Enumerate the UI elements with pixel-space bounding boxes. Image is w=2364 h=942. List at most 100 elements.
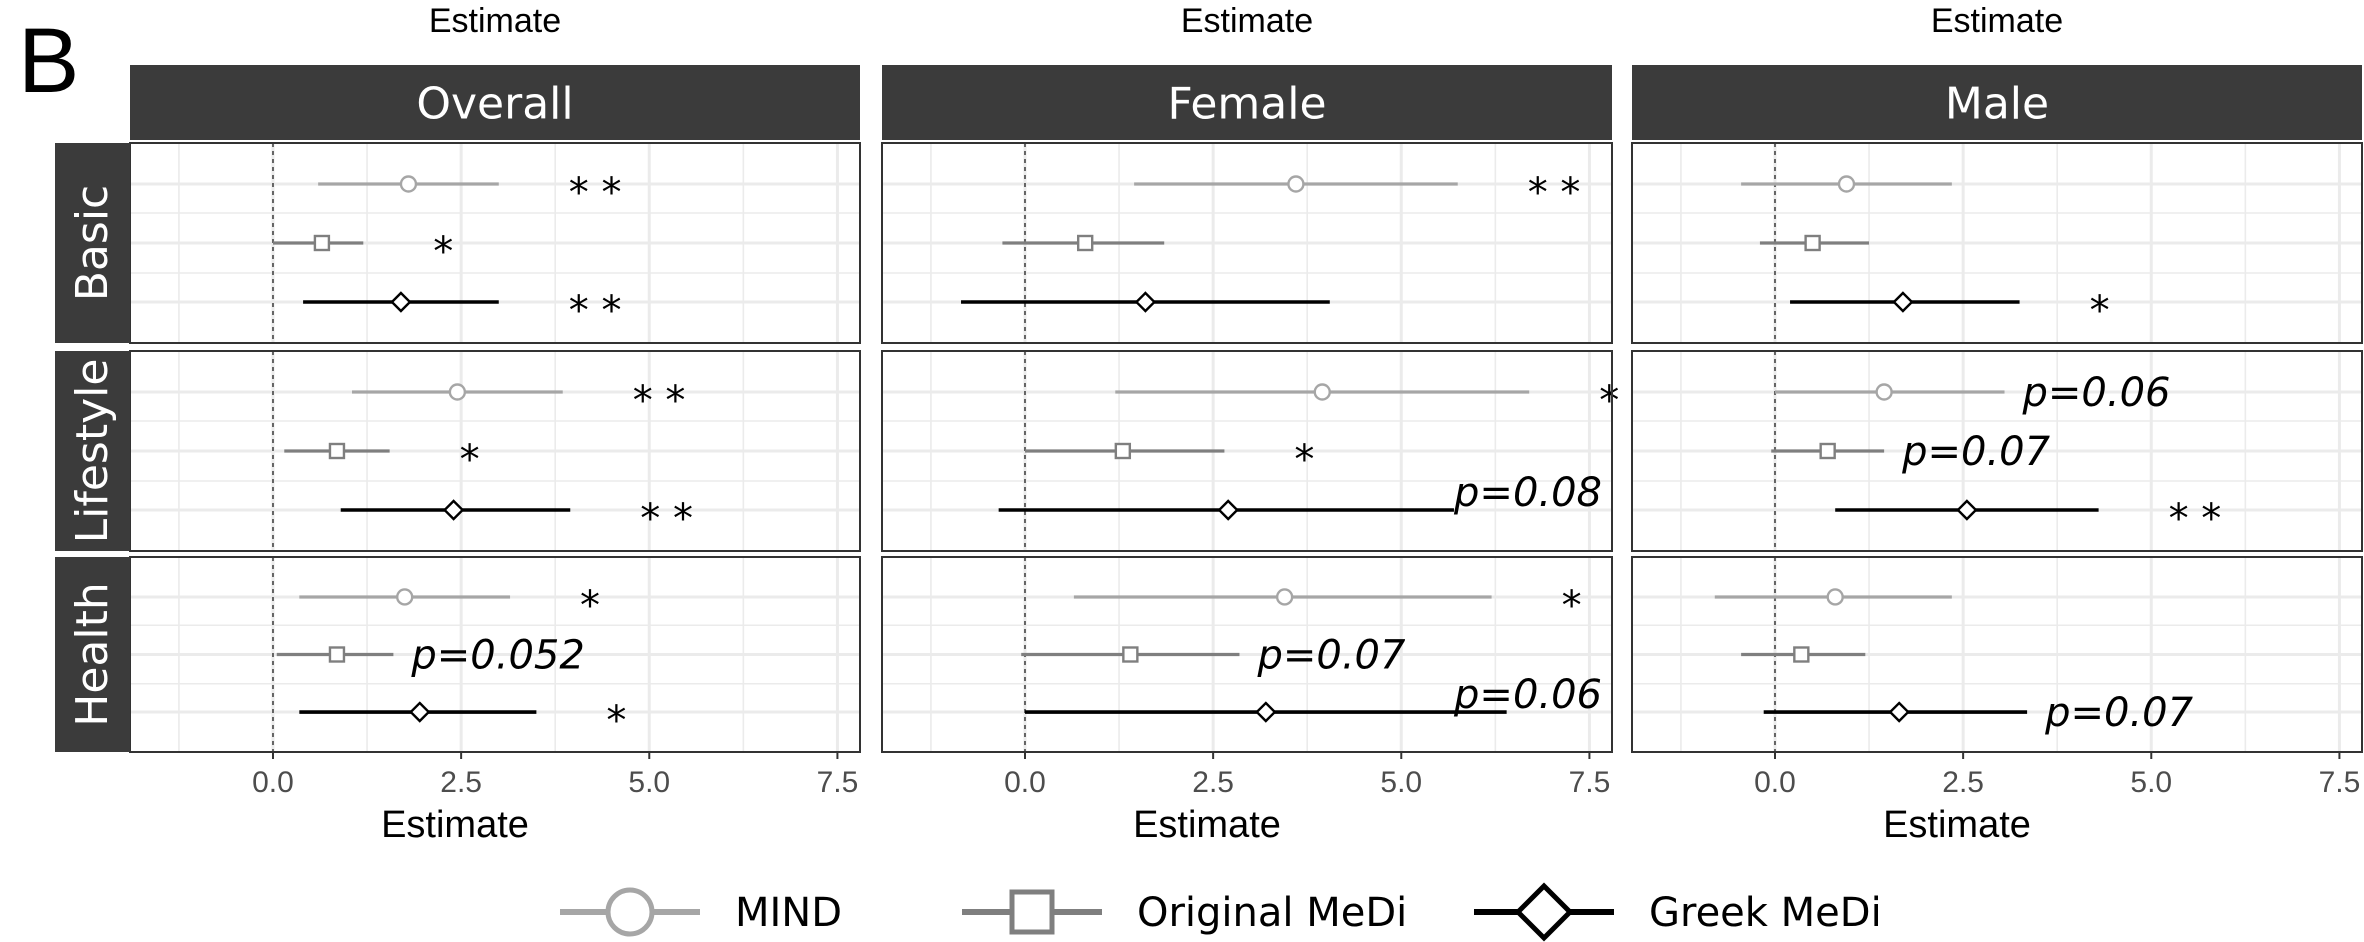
estimate-greek-medi: * * [340, 496, 693, 542]
column-strip-label: Female [1167, 79, 1326, 130]
point-square [313, 234, 331, 252]
legend-item-original-medi: Original MeDi [962, 889, 1407, 936]
x-tick-label: 2.5 [1192, 766, 1234, 799]
legend-item-mind: MIND [560, 887, 842, 937]
legend-item-greek-medi: Greek MeDi [1474, 882, 1882, 942]
panel-border [1631, 142, 2363, 344]
p-value-label: p=0.07 [1256, 633, 1406, 679]
x-axis-title: Estimate [1883, 804, 2031, 846]
facet-panel-female-lifestyle: * **p=0.08 [881, 350, 1652, 552]
facet-panel-overall-lifestyle: * * * * * [129, 350, 861, 552]
significance-label: * [433, 229, 453, 275]
estimate-greek-medi [961, 291, 1330, 313]
point-square [1793, 646, 1810, 663]
significance-label: * [1294, 437, 1314, 483]
point-diamond [1134, 291, 1157, 313]
estimate-greek-medi: * * [1835, 496, 2221, 542]
row-strip-label: Lifestyle [67, 359, 118, 544]
point-circle [1313, 383, 1331, 401]
panel-border [881, 142, 1613, 344]
point-circle [395, 588, 414, 606]
significance-label: * [1562, 583, 1582, 629]
x-tick-label: 2.5 [1942, 766, 1984, 799]
facet-column-female: Female* ** **p=0.08*p=0.07p=0.060.0 2.5 5.… [881, 65, 1652, 846]
point-diamond [1888, 701, 1910, 723]
point-diamond [1892, 291, 1914, 313]
panel-border [1631, 350, 2363, 552]
significance-label: * * [569, 288, 622, 334]
facet-column-male: Male * p=0.06 p=0.07 * * p=0.07 0.0 2.5 5.0 7.5 Es… [1631, 65, 2363, 846]
p-value-label: p=0.07 [1901, 429, 2051, 475]
estimate-mind: * [299, 583, 600, 629]
x-tick-label: 0.0 [1754, 766, 1796, 799]
estimate-mind: * * [352, 378, 685, 424]
estimate-original-medi: p=0.07 [1771, 429, 2051, 475]
significance-label: * * [640, 496, 693, 542]
facet-panel-male-health: p=0.07 [1631, 556, 2363, 753]
significance-label: * * [1528, 170, 1581, 216]
estimate-mind [1714, 588, 1952, 606]
p-value-label: p=0.08 [1453, 470, 1602, 516]
row-strip [55, 143, 130, 343]
x-tick-label: 7.5 [817, 766, 859, 799]
estimate-original-medi: * [284, 437, 480, 483]
estimate-original-medi: p=0.07 [1021, 633, 1406, 679]
estimate-original-medi: p=0.052 [276, 633, 585, 679]
top-axis-title: Estimate [429, 2, 561, 40]
significance-label: * [580, 583, 600, 629]
column-strip-label: Male [1945, 79, 2049, 130]
significance-label: * [2090, 288, 2110, 334]
panel-border [881, 556, 1613, 753]
top-axis-title: Estimate [1181, 2, 1313, 40]
column-strip [130, 65, 860, 140]
top-titles: Estimate Estimate Estimate [429, 2, 2063, 40]
point-diamond [390, 291, 412, 313]
column-strip [882, 65, 1612, 140]
point-square [1819, 442, 1836, 460]
facet-panel-female-basic: * * [881, 142, 1613, 344]
facet-panel-overall-basic: * * * * * [129, 142, 861, 344]
estimate-greek-medi: * [1790, 288, 2110, 334]
point-circle [1287, 175, 1305, 193]
significance-label: * [606, 698, 626, 744]
point-square [328, 442, 346, 460]
point-circle [448, 383, 467, 401]
x-tick-label: 0.0 [1004, 766, 1046, 799]
significance-label: * * [633, 378, 686, 424]
point-square [1114, 442, 1132, 460]
estimate-greek-medi: * * [303, 288, 621, 334]
top-axis-title: Estimate [1931, 2, 2063, 40]
column-strip-label: Overall [416, 79, 573, 130]
significance-label: * [460, 437, 480, 483]
x-tick-label: 5.0 [1380, 766, 1422, 799]
p-value-label: p=0.07 [2044, 690, 2194, 736]
facet-grid: Overall* *** *Basic* *** *Lifestyle*p=0.… [55, 65, 2363, 846]
point-circle [1275, 588, 1294, 606]
p-value-label: p=0.06 [2022, 370, 2171, 416]
x-tick-label: 2.5 [440, 766, 482, 799]
facet-panel-male-basic: * [1631, 142, 2363, 344]
facet-panel-male-lifestyle: p=0.06 p=0.07 * * [1631, 350, 2363, 552]
estimate-original-medi [1002, 234, 1165, 252]
legend-marker-square [1009, 889, 1055, 935]
estimate-mind [1741, 175, 1952, 193]
point-square [1076, 234, 1094, 252]
point-circle [1875, 383, 1893, 401]
legend-marker-diamond [1514, 882, 1574, 942]
x-tick-label: 5.0 [2130, 766, 2172, 799]
estimate-greek-medi: p=0.06 [1024, 672, 1602, 723]
legend-marker-circle [605, 887, 655, 937]
significance-label: * * [569, 170, 622, 216]
point-square [1804, 234, 1821, 252]
point-diamond [1217, 499, 1239, 521]
estimate-greek-medi: * [299, 698, 626, 744]
x-tick-label: 7.5 [1569, 766, 1611, 799]
panel-letter: B [18, 10, 79, 112]
point-diamond [1956, 499, 1978, 521]
estimate-original-medi: * [272, 229, 453, 275]
legend-label: Original MeDi [1137, 890, 1407, 936]
x-tick-label: 7.5 [2319, 766, 2361, 799]
estimate-original-medi [1741, 646, 1866, 663]
p-value-label: p=0.052 [410, 633, 584, 679]
panel-border [1631, 556, 2363, 753]
